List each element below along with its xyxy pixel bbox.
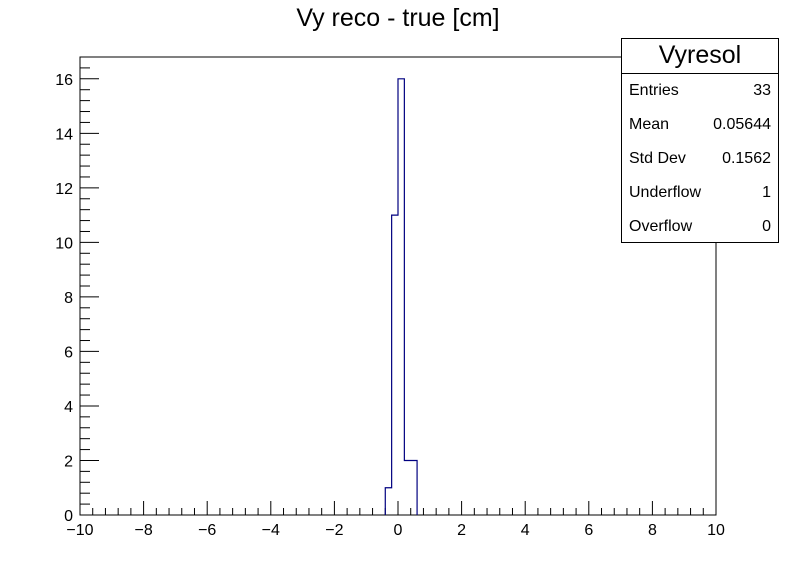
stats-label: Std Dev <box>629 150 686 167</box>
histogram-bin <box>404 460 410 515</box>
y-tick-label: 2 <box>64 453 73 470</box>
stats-row-stddev: Std Dev 0.1562 <box>622 142 778 176</box>
stats-box-name: Vyresol <box>622 39 778 74</box>
stats-value: 1 <box>762 184 771 201</box>
x-tick-label: −6 <box>198 522 216 539</box>
x-tick-label: −2 <box>325 522 343 539</box>
stats-row-overflow: Overflow 0 <box>622 210 778 244</box>
x-tick-label: 8 <box>648 522 657 539</box>
histogram-bin <box>398 79 404 515</box>
x-tick-label: −8 <box>134 522 152 539</box>
x-tick-label: 4 <box>521 522 530 539</box>
y-tick-label: 16 <box>55 72 73 89</box>
y-tick-label: 6 <box>64 344 73 361</box>
x-tick-label: −10 <box>66 522 93 539</box>
histogram-bin <box>411 460 417 515</box>
stats-value: 33 <box>753 82 771 99</box>
y-tick-label: 12 <box>55 181 73 198</box>
histogram-bin <box>392 215 398 515</box>
y-tick-label: 10 <box>55 235 73 252</box>
x-tick-label: 0 <box>394 522 403 539</box>
stats-value: 0 <box>762 218 771 235</box>
histogram-bin <box>385 488 391 515</box>
stats-box: Vyresol Entries 33 Mean 0.05644 Std Dev … <box>621 38 779 243</box>
stats-label: Overflow <box>629 218 693 235</box>
stats-row-entries: Entries 33 <box>622 74 778 108</box>
y-tick-label: 0 <box>64 508 73 525</box>
chart-title: Vy reco - true [cm] <box>296 4 500 32</box>
histogram-outline <box>384 78 418 515</box>
stats-row-mean: Mean 0.05644 <box>622 108 778 142</box>
y-tick-label: 4 <box>64 399 73 416</box>
stats-row-underflow: Underflow 1 <box>622 176 778 210</box>
x-tick-label: 10 <box>707 522 725 539</box>
x-tick-label: 2 <box>457 522 466 539</box>
stats-label: Entries <box>629 82 679 99</box>
stats-value: 0.05644 <box>713 116 771 133</box>
x-tick-label: 6 <box>584 522 593 539</box>
y-tick-label: 14 <box>55 126 73 143</box>
stats-label: Underflow <box>629 184 702 201</box>
x-tick-label: −4 <box>262 522 280 539</box>
stats-value: 0.1562 <box>722 150 771 167</box>
stats-label: Mean <box>629 116 670 133</box>
y-tick-label: 8 <box>64 290 73 307</box>
